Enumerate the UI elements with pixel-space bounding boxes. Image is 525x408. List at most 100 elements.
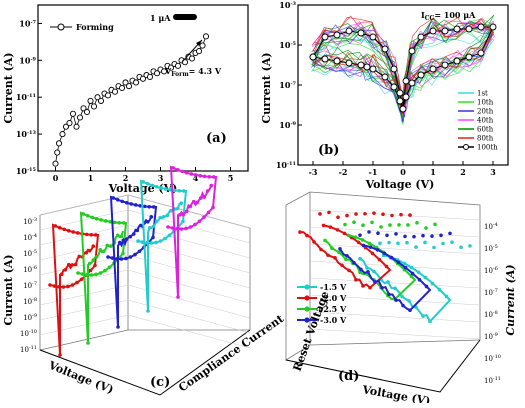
panel-c-point [181,189,186,193]
panel-c-y-tick-label: 10-4 [23,233,37,242]
panel-c-point [177,188,182,193]
panel-d-point [377,257,382,262]
panel-c-point [101,249,106,253]
panel-d-legend-marker [304,284,310,290]
panel-c-point [179,201,184,206]
panel-d-point [400,294,404,299]
panel-d-point [390,213,394,218]
panel-d-grid-line [309,328,481,340]
panel-b-100th-marker [345,27,353,35]
panel-c-grid-line [39,284,129,306]
panel-c-point [209,183,214,188]
panel-c-point [112,220,117,225]
panel-d-point [394,298,398,302]
panel-b-100th-marker [441,61,449,69]
panel-b-100th-marker [408,79,416,87]
panel-a-point [202,33,210,40]
panel-c-point [151,235,155,240]
panel-d-point [345,213,349,218]
panel-b-100th-marker [321,33,329,41]
panel-b-x-axis-label: Voltage (V) [365,178,435,191]
panel-d-point [388,223,392,227]
panel-d-point [358,233,362,237]
panel-a-point [59,131,66,138]
panel-b-x-tick-label: 3 [490,167,496,177]
panel-b-curve-80th [312,17,495,118]
panel-b-y-axis-label: Current (A) [260,52,273,123]
panel-b-100th-marker [408,47,416,55]
panel-c-point [161,215,166,219]
panel-a-x-tick-label: 5 [228,173,234,183]
panel-b-x-tick-label: 2 [460,167,466,177]
panel-d-point [424,284,429,289]
panel-a-point [125,83,133,90]
panel-a-point [83,108,91,116]
panel-d-point [394,232,398,236]
panel-a-vform-annotation: VForm= 4.3 V [164,66,222,78]
panel-a-x-tick-label: 3 [158,173,164,183]
panel-c-point [119,257,124,261]
panel-a-x-tick-label: 0 [53,173,59,183]
panel-d-point [468,244,472,248]
panel-d-point [370,251,375,256]
panel-d-grid-line [309,209,481,221]
panel-d-point [365,266,369,270]
panel-d-point [415,221,419,225]
panel-c-grid-line [127,194,251,229]
panel-a-point [160,68,168,75]
panel-c-point [138,203,143,208]
panel-c-point [129,202,134,206]
panel-d-point [345,254,349,258]
panel-d-grid [309,209,481,340]
panel-c-point [128,234,133,239]
panel-c-point [184,170,189,175]
panel-b-compliance-annotation: ICC= 100 μA [421,10,476,22]
panel-d-point [305,233,309,238]
panel-d-legend-marker [304,317,310,323]
panel-a-point [87,97,94,104]
panel-d-point [450,240,454,245]
panel-c-z-axis-label: Compliance Current [176,312,286,395]
panel-c-point [168,208,173,213]
panel-b-100th-marker [321,55,329,63]
panel-c-point [70,283,75,287]
panel-b-100th-marker [345,59,353,67]
panel-d-point [430,234,434,238]
panel-c-point [110,256,115,260]
panel-c-point [163,187,168,191]
panel-b-100th-marker [369,65,377,73]
panel-c-y-tick-label: 10-5 [23,249,37,258]
panel-c-y-tick-label: 10-8 [23,297,37,306]
panel-d-point [437,287,442,292]
panel-c-point [71,230,76,234]
panel-a-y-tick-label: 10-15 [16,166,37,176]
panel-c-point [128,255,133,259]
panel-c-point [138,223,143,228]
panel-a-point [188,55,196,62]
panel-d-legend-label: -3.0 V [320,315,347,325]
panel-c-point [150,183,155,188]
panel-d-legend-marker [304,306,310,312]
panel-d-y-tick-label: 10-9 [484,332,498,341]
panel-c-point [159,186,164,190]
panel-d-point [406,223,410,227]
panel-d-point [361,243,366,248]
panel-d-grid-line [309,243,481,255]
panel-d-point [389,255,394,260]
panel-b-100th-marker [477,49,485,57]
panel-d-point [353,235,358,239]
panel-c-point [89,232,94,237]
panel-c-y-tick-label: 10-3 [23,217,37,226]
panel-c-point [63,268,68,272]
panel-c-point [117,240,122,245]
panel-d-point [396,241,400,246]
panel-c-point [93,263,97,268]
panel-a-forming-line [55,36,207,164]
panel-d-point [403,234,407,239]
panel-d-point [396,260,401,265]
panel-c-point [119,234,124,239]
panel-d-point [430,281,435,286]
panel-c-point [85,273,89,277]
panel-c-point [146,309,150,313]
